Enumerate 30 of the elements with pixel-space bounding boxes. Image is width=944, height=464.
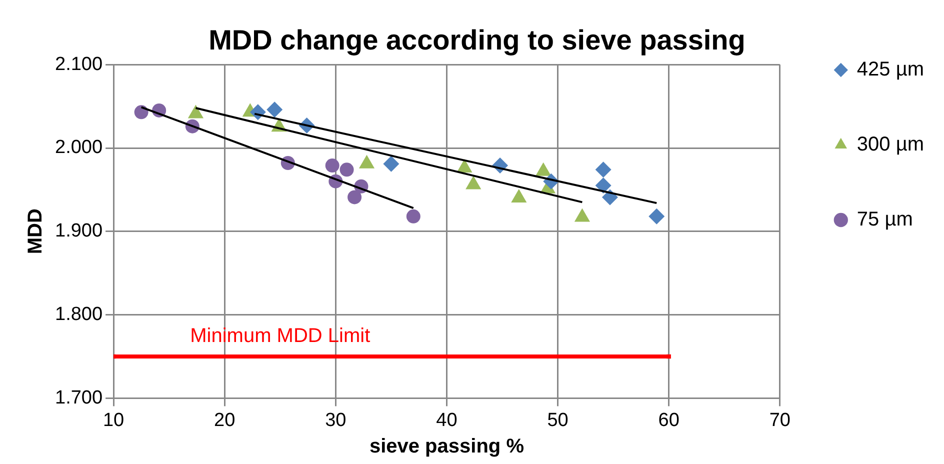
point [595, 162, 612, 178]
legend-label: 300 µm [856, 134, 924, 156]
point [325, 158, 340, 173]
legend-label: 425 µm [856, 58, 924, 81]
y-tick-label: 2.000 [55, 137, 103, 158]
point [648, 208, 665, 224]
x-axis-title: sieve passing % [369, 436, 524, 458]
y-tick-label: 1.800 [55, 304, 103, 326]
y-axis-title: MDD [24, 208, 47, 254]
point [406, 209, 420, 224]
x-tick-label: 10 [102, 410, 124, 431]
point [134, 105, 148, 120]
x-tick-label: 60 [658, 410, 680, 431]
x-tick-label: 50 [547, 410, 568, 431]
y-tick-label: 1.900 [55, 220, 103, 242]
annotation: Minimum MDD Limit [190, 325, 371, 347]
y-tick-label: 1.700 [55, 387, 103, 408]
y-tick-label: 2.100 [55, 54, 103, 75]
point [595, 178, 612, 194]
point [340, 162, 354, 177]
point [383, 156, 400, 172]
x-tick-label: 30 [325, 410, 346, 431]
x-tick-label: 40 [436, 410, 458, 431]
legend-label: 75 µm [856, 208, 913, 231]
x-tick-label: 20 [214, 410, 236, 431]
point [348, 190, 362, 204]
chart-title: MDD change according to sieve passing [208, 24, 746, 56]
x-tick-label: 70 [769, 410, 790, 431]
point [266, 102, 283, 118]
point [666, 354, 671, 359]
